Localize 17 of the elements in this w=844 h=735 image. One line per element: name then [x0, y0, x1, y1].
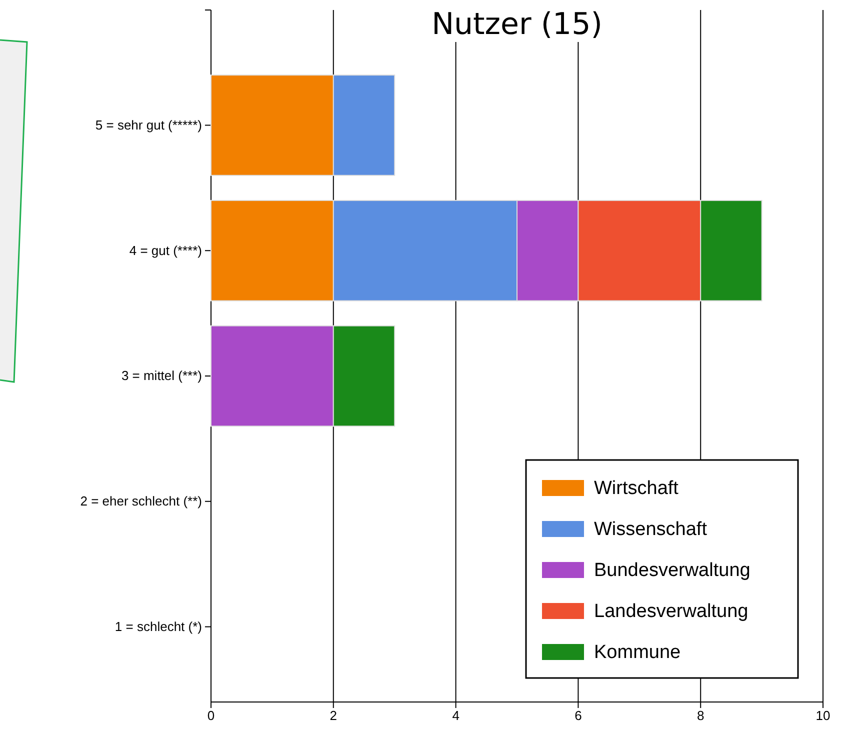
x-tick-label: 10 — [816, 708, 830, 724]
x-tick-label: 0 — [207, 708, 215, 724]
x-tick-label: 6 — [574, 708, 582, 724]
x-tick-label: 4 — [452, 708, 460, 724]
legend-label: Kommune — [594, 642, 681, 663]
y-tick-label: 3 = mittel (***) — [121, 368, 202, 384]
legend-label: Bundesverwaltung — [594, 560, 750, 581]
y-tick-label: 5 = sehr gut (*****) — [95, 117, 202, 132]
legend-label: Wirtschaft — [594, 478, 680, 499]
x-tick-label: 2 — [330, 708, 338, 724]
y-tick-label: 2 = eher schlecht (**) — [80, 494, 202, 509]
y-tick-label: 4 = gut (****) — [129, 242, 202, 258]
legend-label: Landesverwaltung — [594, 601, 748, 622]
legend-label: Wissenschaft — [594, 519, 708, 540]
chart-title: Nutzer (15) — [432, 7, 602, 42]
y-tick-label: 1 = schlecht (*) — [114, 618, 202, 634]
x-tick-label: 8 — [696, 708, 704, 724]
